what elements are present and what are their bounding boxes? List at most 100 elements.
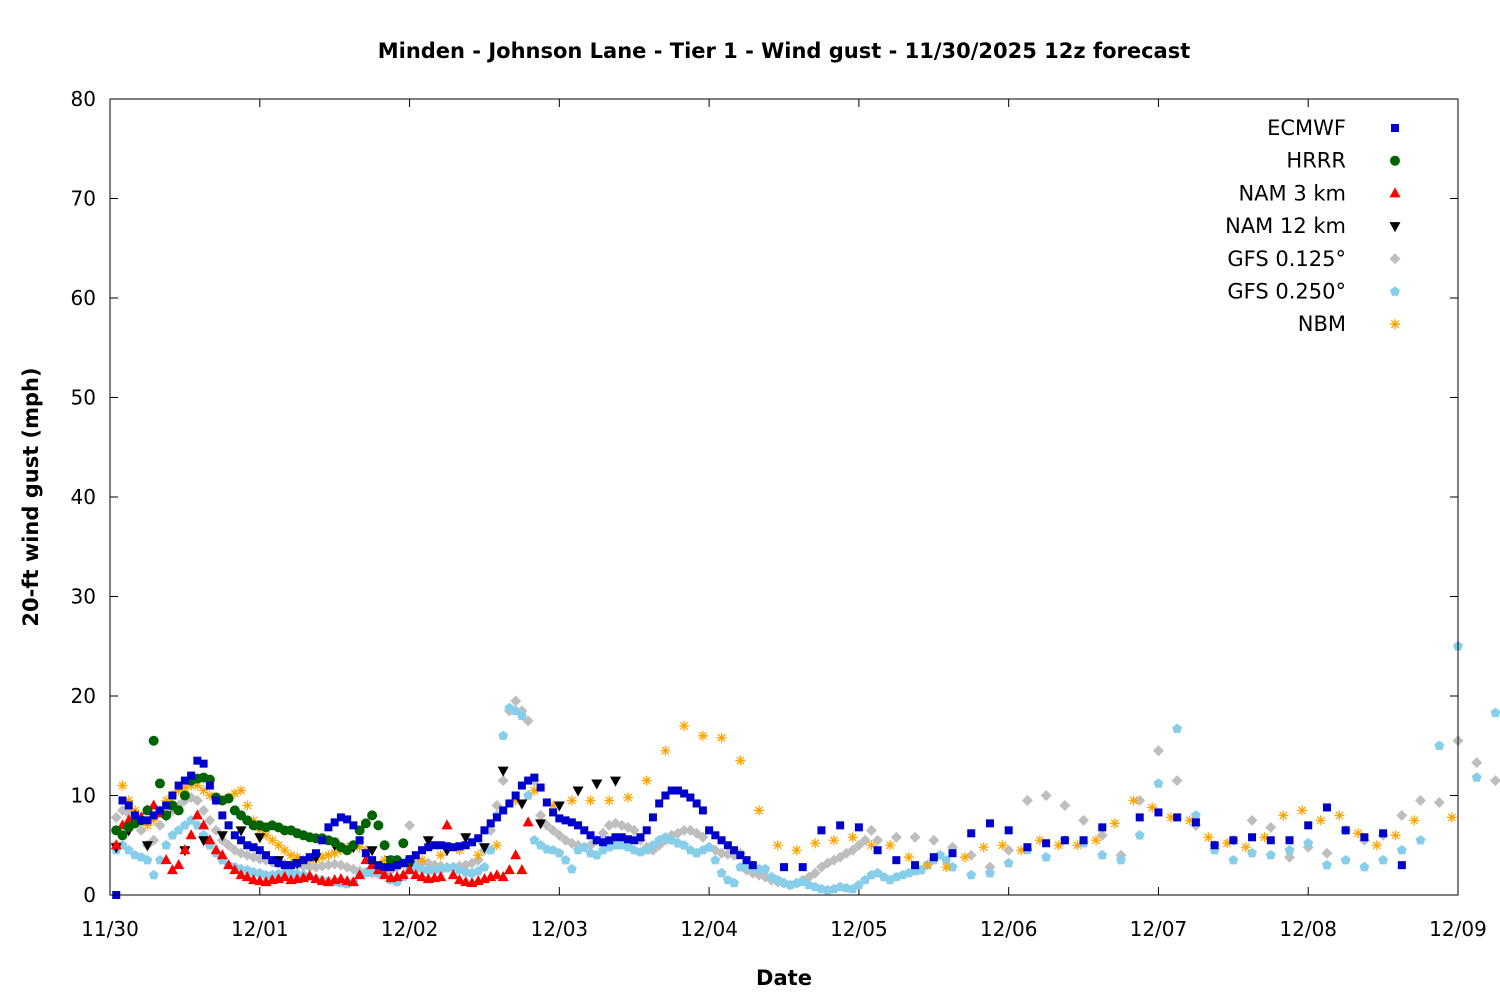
data-point [473, 850, 483, 860]
y-axis-label: 20-ft wind gust (mph) [19, 367, 43, 626]
data-point [436, 850, 446, 860]
data-point [225, 821, 233, 829]
data-point [586, 795, 596, 805]
legend-marker [1390, 319, 1400, 329]
data-point [923, 860, 933, 870]
data-point [236, 786, 246, 796]
data-point [155, 779, 165, 789]
data-point [356, 836, 364, 844]
data-point [1316, 815, 1326, 825]
data-point [567, 795, 577, 805]
data-point [1098, 823, 1106, 831]
data-point [1061, 836, 1069, 844]
data-point [242, 800, 252, 810]
data-point [1342, 826, 1350, 834]
data-point [791, 845, 801, 855]
data-point [373, 820, 383, 830]
y-tick-label: 80 [71, 87, 96, 111]
data-point [125, 801, 133, 809]
data-point [1278, 810, 1288, 820]
legend-label: NAM 3 km [1238, 181, 1346, 205]
data-point [1110, 818, 1120, 828]
data-point [642, 776, 652, 786]
x-tick-label: 12/04 [680, 917, 738, 941]
data-point [1297, 805, 1307, 815]
data-point [505, 799, 513, 807]
legend-label: ECMWF [1267, 116, 1346, 140]
data-point [749, 861, 757, 869]
y-tick-label: 10 [71, 784, 96, 808]
legend-label: NAM 12 km [1225, 214, 1346, 238]
legend-label: GFS 0.250° [1227, 280, 1346, 304]
data-point [200, 760, 208, 768]
data-point [1334, 810, 1344, 820]
data-point [367, 810, 377, 820]
data-point [1080, 836, 1088, 844]
legend-label: NBM [1298, 312, 1346, 336]
data-point [1192, 818, 1200, 826]
data-point [349, 821, 357, 829]
x-tick-label: 11/30 [81, 917, 139, 941]
data-point [735, 756, 745, 766]
legend-label: GFS 0.125° [1227, 247, 1346, 271]
data-point [318, 836, 326, 844]
data-point [149, 736, 159, 746]
data-point [979, 842, 989, 852]
data-point [829, 835, 839, 845]
data-point [1398, 861, 1406, 869]
data-point [679, 721, 689, 731]
data-point [168, 792, 176, 800]
data-point [1203, 832, 1213, 842]
data-point [280, 845, 290, 855]
data-point [362, 849, 370, 857]
data-point [1154, 808, 1162, 816]
data-point [267, 835, 277, 845]
data-point [717, 733, 727, 743]
data-point [780, 863, 788, 871]
data-point [655, 799, 663, 807]
data-point [874, 846, 882, 854]
data-point [1248, 833, 1256, 841]
data-point [1304, 821, 1312, 829]
data-point [543, 798, 551, 806]
data-point [206, 782, 214, 790]
data-point [1447, 812, 1457, 822]
data-point [1211, 841, 1219, 849]
x-tick-label: 12/02 [381, 917, 439, 941]
data-point [885, 840, 895, 850]
data-point [911, 861, 919, 869]
chart-title: Minden - Johnson Lane - Tier 1 - Wind gu… [378, 39, 1191, 63]
data-point [1042, 839, 1050, 847]
data-point [967, 829, 975, 837]
data-point [773, 840, 783, 850]
x-tick-label: 12/09 [1429, 917, 1487, 941]
data-point [855, 823, 863, 831]
data-point [224, 793, 234, 803]
data-point [636, 833, 644, 841]
data-point [848, 832, 858, 842]
data-point [1323, 803, 1331, 811]
legend-label: HRRR [1286, 149, 1346, 173]
data-point [530, 774, 538, 782]
data-point [492, 840, 502, 850]
x-tick-label: 12/05 [830, 917, 888, 941]
data-point [398, 838, 408, 848]
data-point [1173, 813, 1181, 821]
data-point [212, 796, 220, 804]
data-point [930, 853, 938, 861]
data-point [960, 852, 970, 862]
legend-marker [1391, 124, 1399, 132]
legend-marker [1390, 156, 1400, 166]
data-point [1379, 829, 1387, 837]
data-point [810, 838, 820, 848]
x-tick-label: 12/07 [1130, 917, 1188, 941]
data-point [817, 826, 825, 834]
data-point [480, 826, 488, 834]
data-point [1023, 843, 1031, 851]
data-point [117, 830, 127, 840]
data-point [836, 821, 844, 829]
data-point [799, 863, 807, 871]
